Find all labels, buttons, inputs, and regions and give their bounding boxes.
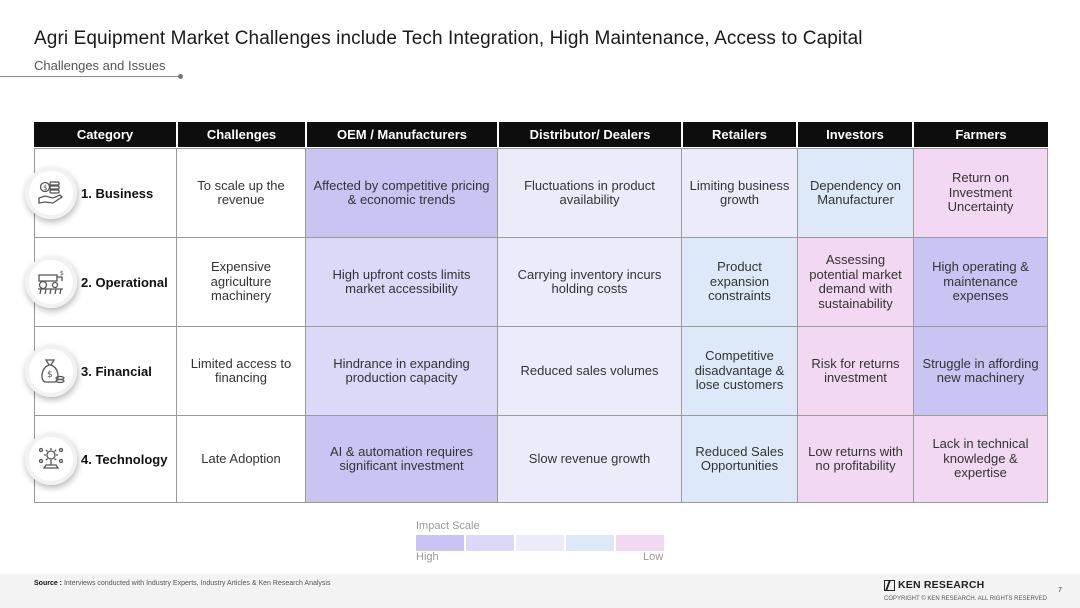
brand-logo: KEN RESEARCH xyxy=(884,579,984,591)
source-note: Source : Interviews conducted with Indus… xyxy=(34,580,330,587)
subtitle-divider-dot xyxy=(178,74,183,79)
farmers-cell: High operating & maintenance expenses xyxy=(913,237,1048,327)
source-label: Source : xyxy=(34,580,63,587)
legend-low-label: Low xyxy=(643,551,664,563)
page-subtitle: Challenges and Issues xyxy=(34,58,166,73)
retailers-cell: Reduced Sales Opportunities xyxy=(681,415,798,503)
legend-swatch xyxy=(566,535,614,551)
category-cell: 4. Technology xyxy=(25,415,177,503)
header-retailers: Retailers xyxy=(683,122,796,147)
retailers-cell: Limiting business growth xyxy=(681,148,798,238)
legend-title: Impact Scale xyxy=(416,520,480,532)
challenge-cell: Limited access to financing xyxy=(176,326,306,416)
category-cell: $ 2. Operational xyxy=(25,237,177,327)
farmers-cell: Struggle in affording new machinery xyxy=(913,326,1048,416)
hand-money-icon: $ xyxy=(25,167,77,219)
tractor-icon: $ xyxy=(25,256,77,308)
header-category: Category xyxy=(34,122,176,147)
distributor-cell: Carrying inventory incurs holding costs xyxy=(497,237,682,327)
challenge-cell: Late Adoption xyxy=(176,415,306,503)
category-cell: $ 3. Financial xyxy=(25,326,177,416)
legend-swatch xyxy=(416,535,464,551)
farmers-cell: Return on Investment Uncertainty xyxy=(913,148,1048,238)
category-cell: $ 1. Business xyxy=(25,148,177,238)
category-label: 1. Business xyxy=(81,185,154,201)
investors-cell: Assessing potential market demand with s… xyxy=(797,237,914,327)
page-title: Agri Equipment Market Challenges include… xyxy=(34,28,863,49)
challenge-cell: To scale up the revenue xyxy=(176,148,306,238)
footer-bar xyxy=(0,574,1080,608)
svg-text:$: $ xyxy=(60,270,64,277)
automation-icon xyxy=(25,433,77,485)
header-farmers: Farmers xyxy=(914,122,1048,147)
legend-swatch xyxy=(616,535,664,551)
distributor-cell: Fluctuations in product availability xyxy=(497,148,682,238)
legend-swatch xyxy=(466,535,514,551)
retailers-cell: Competitive disadvantage & lose customer… xyxy=(681,326,798,416)
ken-logo-icon xyxy=(884,579,895,591)
source-text: Interviews conducted with Industry Exper… xyxy=(63,580,331,587)
copyright-text: COPYRIGHT © KEN RESEARCH. ALL RIGHTS RES… xyxy=(884,596,1048,602)
brand-name: KEN RESEARCH xyxy=(898,579,985,591)
category-label: 4. Technology xyxy=(81,451,168,467)
investors-cell: Low returns with no profitability xyxy=(797,415,914,503)
category-label: 3. Financial xyxy=(81,363,152,379)
challenges-table: Category Challenges OEM / Manufacturers … xyxy=(25,122,1048,503)
oem-cell: High upfront costs limits market accessi… xyxy=(305,237,498,327)
oem-cell: Affected by competitive pricing & econom… xyxy=(305,148,498,238)
svg-text:$: $ xyxy=(43,184,47,192)
distributor-cell: Reduced sales volumes xyxy=(497,326,682,416)
investors-cell: Risk for returns investment xyxy=(797,326,914,416)
svg-text:$: $ xyxy=(47,370,53,380)
header-investors: Investors xyxy=(798,122,912,147)
legend-swatch xyxy=(516,535,564,551)
page-number: 7 xyxy=(1058,587,1062,594)
header-distributor: Distributor/ Dealers xyxy=(499,122,681,147)
category-label: 2. Operational xyxy=(81,274,168,290)
header-oem: OEM / Manufacturers xyxy=(307,122,497,147)
oem-cell: AI & automation requires significant inv… xyxy=(305,415,498,503)
challenge-cell: Expensive agriculture machinery xyxy=(176,237,306,327)
legend-high-label: High xyxy=(416,551,439,563)
distributor-cell: Slow revenue growth xyxy=(497,415,682,503)
oem-cell: Hindrance in expanding production capaci… xyxy=(305,326,498,416)
retailers-cell: Product expansion constraints xyxy=(681,237,798,327)
subtitle-divider xyxy=(0,76,181,77)
header-challenges: Challenges xyxy=(178,122,305,147)
investors-cell: Dependency on Manufacturer xyxy=(797,148,914,238)
impact-scale-bar xyxy=(416,535,664,551)
money-bag-icon: $ xyxy=(25,345,77,397)
farmers-cell: Lack in technical knowledge & expertise xyxy=(913,415,1048,503)
